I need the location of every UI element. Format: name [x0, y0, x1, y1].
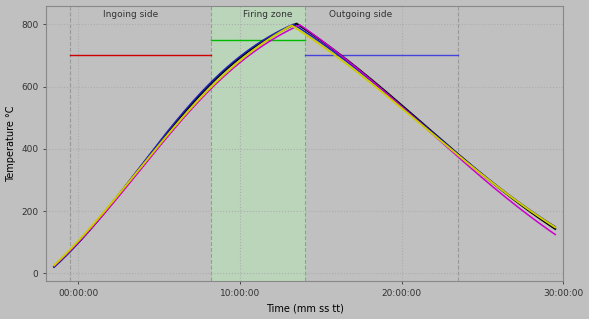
Text: Outgoing side: Outgoing side: [329, 10, 392, 19]
Y-axis label: Temperature °C: Temperature °C: [5, 105, 15, 182]
X-axis label: Time (mm ss tt): Time (mm ss tt): [266, 303, 343, 314]
Text: Firing zone: Firing zone: [243, 10, 293, 19]
Bar: [211, 5, 305, 281]
Text: Ingoing side: Ingoing side: [102, 10, 158, 19]
